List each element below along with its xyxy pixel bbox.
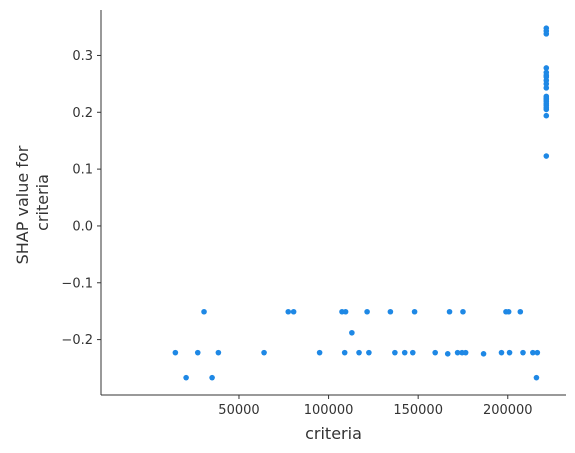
data-point	[261, 349, 267, 356]
data-point	[454, 349, 461, 356]
data-point	[520, 349, 526, 356]
data-point	[543, 153, 550, 159]
data-point	[411, 308, 418, 315]
data-point	[543, 81, 550, 87]
y-tick-label: 0.0	[72, 219, 93, 234]
data-point	[444, 351, 451, 357]
y-axis-title-line-1: SHAP value for	[13, 145, 32, 264]
data-point	[209, 374, 215, 381]
x-ticks: 50000 100000 150000 200000	[218, 395, 533, 418]
data-point	[194, 349, 201, 356]
data-point	[409, 349, 416, 356]
data-point	[543, 31, 550, 37]
y-tick-label: 0.3	[72, 49, 93, 64]
data-point	[316, 349, 323, 356]
data-point	[364, 308, 370, 315]
data-point	[530, 349, 536, 356]
data-point	[392, 349, 398, 356]
data-point	[401, 349, 408, 356]
x-tick-label: 200000	[483, 403, 533, 418]
axes	[100, 10, 566, 396]
data-point	[543, 85, 550, 91]
data-point	[543, 65, 550, 71]
data-point	[506, 349, 513, 356]
y-tick-label: 0.2	[72, 106, 93, 121]
data-point	[498, 349, 505, 356]
data-point	[432, 349, 438, 356]
data-points	[172, 25, 550, 381]
y-tick-label: 0.1	[72, 163, 93, 178]
data-point	[201, 308, 207, 315]
data-point	[462, 349, 469, 356]
data-point	[215, 349, 222, 356]
y-tick-label: −0.2	[61, 333, 93, 348]
data-point	[543, 112, 550, 119]
data-point	[446, 308, 453, 315]
data-point	[387, 308, 394, 315]
data-point	[342, 308, 349, 315]
data-point	[460, 308, 466, 315]
data-point	[349, 329, 355, 336]
data-point	[183, 374, 189, 381]
data-point	[480, 351, 487, 357]
data-point	[356, 349, 362, 356]
y-tick-label: −0.1	[61, 276, 93, 291]
data-point	[517, 308, 524, 315]
data-point	[543, 106, 550, 113]
data-point	[341, 349, 348, 356]
x-tick-label: 100000	[304, 403, 354, 418]
data-point	[366, 349, 372, 356]
data-point	[533, 374, 540, 381]
data-point	[290, 308, 297, 315]
data-point	[285, 308, 292, 315]
x-tick-label: 50000	[218, 403, 259, 418]
y-axis-title-line-2: criteria	[33, 174, 52, 231]
x-tick-label: 150000	[393, 403, 443, 418]
data-point	[505, 308, 512, 315]
data-point	[534, 349, 541, 356]
data-point	[172, 349, 179, 356]
x-axis-title: criteria	[305, 424, 362, 443]
y-ticks: −0.2 −0.1 0.0 0.1 0.2 0.3	[61, 49, 101, 348]
y-axis-title: SHAP value for criteria	[13, 141, 52, 265]
